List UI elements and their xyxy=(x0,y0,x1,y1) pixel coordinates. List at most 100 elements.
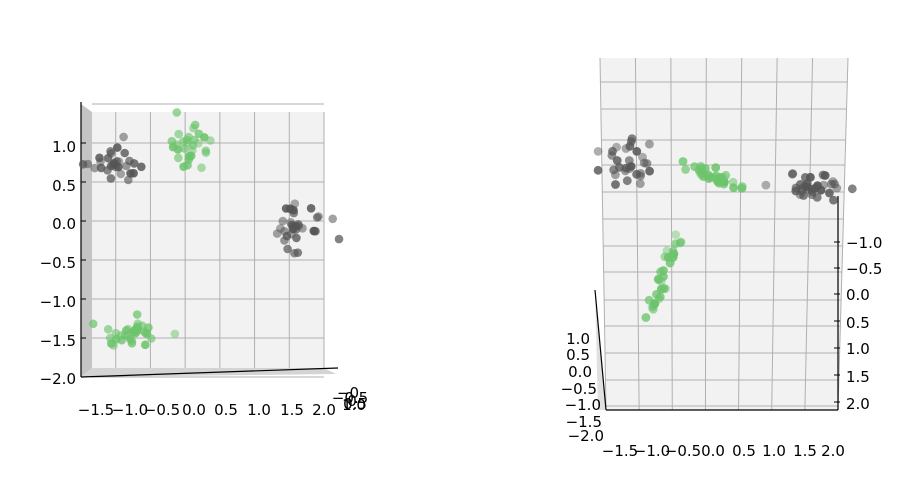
right-scatter-point xyxy=(791,186,801,196)
right-scatter-point xyxy=(818,170,828,180)
left-scatter-point xyxy=(190,120,200,130)
left-z-tick-label: 0.0 xyxy=(52,215,76,233)
right-x-tick-label: 0.5 xyxy=(732,442,756,460)
right-scatter-point xyxy=(825,188,834,198)
right-scatter-point xyxy=(612,156,622,165)
right-scatter-point xyxy=(808,187,817,197)
left-scatter-point xyxy=(129,169,138,178)
left-scatter-point xyxy=(174,153,183,163)
left-scatter-point xyxy=(194,129,204,139)
right-scatter-point xyxy=(711,163,721,173)
left-z-tick-label: −1.5 xyxy=(40,332,76,350)
right-scatter-point xyxy=(645,166,654,176)
left-x-tick-label: 0.0 xyxy=(182,401,206,419)
right-vertical-gridline xyxy=(599,57,607,411)
right-scatter-point xyxy=(624,156,634,165)
left-scatter-point xyxy=(184,152,194,161)
right-scatter-point xyxy=(696,170,706,180)
left-data-points xyxy=(78,108,344,350)
left-scatter-point xyxy=(116,169,126,179)
left-scatter-point xyxy=(197,163,206,172)
left-scatter-point xyxy=(78,160,88,169)
right-scatter-point xyxy=(659,266,668,275)
left-scatter-point xyxy=(201,148,211,157)
right-z-tick-labels: −1.0 −0.5 0.0 0.5 1.0 1.5 2.0 xyxy=(846,234,882,413)
left-scatter-point xyxy=(283,244,292,254)
left-scatter-point xyxy=(127,336,137,346)
left-scatter-point xyxy=(111,162,121,172)
left-scatter-point xyxy=(206,136,215,145)
right-z-tick-label: 0.5 xyxy=(846,314,870,332)
left-scatter-point xyxy=(306,204,316,213)
right-z-tick-label: 0.0 xyxy=(846,286,870,304)
right-back-pane-polygon xyxy=(600,58,848,410)
left-scatter-point xyxy=(95,153,104,163)
left-x-tick-label: −0.5 xyxy=(144,401,180,419)
left-x-tick-label: 1.0 xyxy=(247,401,271,419)
left-x-axis-line xyxy=(80,367,339,378)
left-scatter-point xyxy=(122,161,131,171)
right-scatter-point xyxy=(678,157,688,166)
left-scatter-point xyxy=(292,233,301,243)
right-scatter-point xyxy=(713,177,722,186)
right-y-tick-label: −1.0 xyxy=(565,396,601,414)
left-gridlines xyxy=(80,103,325,378)
right-scatter-point xyxy=(761,180,771,190)
right-y-tick-label: 0.5 xyxy=(566,346,590,364)
right-scatter-point xyxy=(636,169,645,178)
right-y-tick-label: 0.0 xyxy=(568,363,592,381)
left-x-tick-label: 2.0 xyxy=(312,401,336,419)
right-scatter-point xyxy=(800,173,810,182)
left-scatter-point xyxy=(172,108,182,117)
right-scatter-point xyxy=(829,195,838,205)
right-scatter-point xyxy=(659,272,668,281)
right-scatter-point xyxy=(609,165,618,175)
left-x-tick-label: 1.5 xyxy=(280,401,304,419)
right-x-tick-label: −0.5 xyxy=(665,442,701,460)
right-data-points xyxy=(593,134,857,322)
right-scatter-point xyxy=(659,284,669,293)
right-back-pane xyxy=(595,58,848,410)
right-scatter-point xyxy=(638,152,647,162)
right-vertical-gridline xyxy=(771,57,778,411)
left-z-tick-labels: −2.0 −1.5 −1.0 −0.5 0.0 0.5 1.0 xyxy=(40,138,76,388)
right-x-tick-labels: −1.5 −1.0 −0.5 0.0 0.5 1.0 1.5 2.0 xyxy=(602,442,845,460)
right-vertical-gridline xyxy=(837,57,849,411)
left-scatter-point xyxy=(328,214,338,224)
right-scatter-point xyxy=(847,184,857,194)
right-vertical-gridline xyxy=(804,57,814,411)
left-scatter-point xyxy=(141,340,150,350)
right-scatter-point xyxy=(668,246,678,256)
right-z-tick-label: −0.5 xyxy=(846,260,882,278)
left-scatter-point xyxy=(120,148,129,158)
left-x-tick-label: −1.5 xyxy=(78,401,114,419)
right-vertical-gridline xyxy=(670,57,673,411)
left-z-tick-label: 0.5 xyxy=(52,177,76,195)
right-y-tick-label: −2.0 xyxy=(568,427,604,445)
left-scatter-point xyxy=(290,199,300,208)
right-scatter-point xyxy=(635,179,645,189)
right-x-tick-label: 0.0 xyxy=(701,442,725,460)
left-scatter-point xyxy=(103,153,113,163)
right-3d-scatter-plot: −1.5 −1.0 −0.5 0.0 0.5 1.0 1.5 2.0 −2.0 … xyxy=(561,57,882,460)
right-scatter-point xyxy=(641,313,651,322)
left-scatter-point xyxy=(293,248,303,257)
left-scatter-point xyxy=(88,319,98,329)
left-scatter-point xyxy=(119,132,128,142)
right-scatter-point xyxy=(800,182,810,191)
left-axis-lines xyxy=(80,102,339,378)
right-vertical-gridline xyxy=(634,57,640,411)
right-y-tick-label: 1.0 xyxy=(566,330,590,348)
left-scatter-point xyxy=(124,175,133,185)
right-axis-lines xyxy=(594,196,840,411)
left-3d-scatter-plot: −1.5 −1.0 −0.5 0.0 0.5 1.0 1.5 2.0 −2.0 … xyxy=(40,102,368,419)
right-scatter-point xyxy=(622,176,632,186)
left-scatter-point xyxy=(106,174,116,183)
right-y-axis-line xyxy=(594,289,607,411)
left-scatter-point xyxy=(312,213,322,222)
left-x-tick-label: −1.0 xyxy=(112,401,148,419)
right-scatter-point xyxy=(612,142,621,152)
left-scatter-point xyxy=(103,325,113,334)
left-z-tick-label: −2.0 xyxy=(40,370,76,388)
